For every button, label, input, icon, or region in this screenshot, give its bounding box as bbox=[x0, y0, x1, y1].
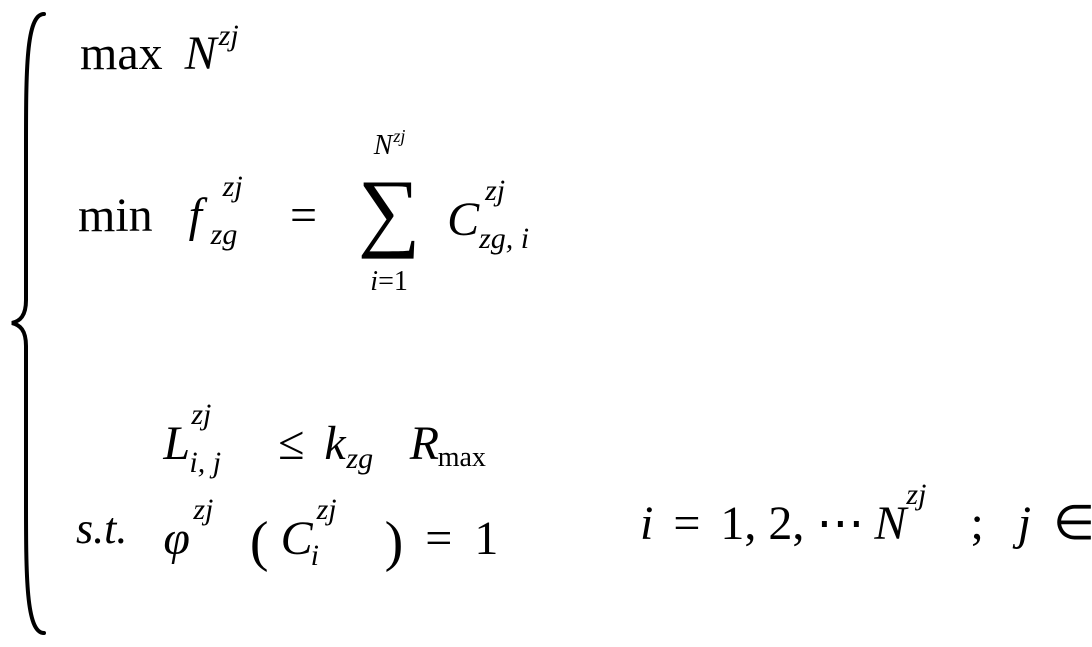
equation-page: max Nzj min f zj zg = Nzj ∑ i=1 bbox=[0, 0, 1092, 647]
sum-lower-i: i bbox=[370, 266, 378, 297]
op-min: min bbox=[78, 189, 153, 242]
f-sup: zj bbox=[223, 172, 243, 202]
summation: Nzj ∑ i=1 bbox=[349, 160, 429, 280]
constraints-block: s.t. L zj i, j ≤ k zg bbox=[76, 460, 517, 604]
sum-lower: i=1 bbox=[349, 268, 429, 296]
sum-lower-1: 1 bbox=[394, 266, 408, 297]
sym-N2: N bbox=[874, 497, 906, 550]
L-sup: zj bbox=[191, 400, 211, 430]
N2-sup: zj bbox=[906, 480, 926, 510]
index-conditions: i = 1, 2, ⋯ N zj ; j ∈ LP zj i bbox=[640, 500, 1092, 548]
sym-C: C bbox=[447, 193, 479, 246]
C-sub: zg, i bbox=[479, 224, 529, 254]
Ci-sup: zj bbox=[317, 495, 337, 525]
sym-Ci: C bbox=[281, 512, 313, 565]
objective-max: max Nzj bbox=[80, 30, 237, 78]
equals: = bbox=[290, 189, 317, 242]
sum-upper-N: N bbox=[374, 130, 393, 161]
idx-N: N zj bbox=[874, 500, 958, 548]
k-sub: zg bbox=[346, 444, 373, 474]
constraint-1: L zj i, j ≤ k zg R max bbox=[163, 420, 517, 492]
equals-2: = bbox=[425, 512, 452, 565]
idx-j: j bbox=[1018, 497, 1031, 550]
sym-L: L bbox=[163, 417, 190, 470]
leq: ≤ bbox=[278, 417, 304, 470]
L-sub: i, j bbox=[189, 448, 221, 478]
idx-semi: ; bbox=[970, 497, 983, 550]
sym-R: R bbox=[410, 417, 439, 470]
one: 1 bbox=[474, 512, 498, 565]
var-N: N bbox=[185, 27, 217, 80]
sum-upper: Nzj bbox=[349, 132, 429, 160]
idx-seq: 1, 2, bbox=[720, 497, 804, 550]
L-term: L zj i, j bbox=[163, 420, 258, 468]
C-term: C zj zg, i bbox=[447, 196, 571, 244]
constraints: L zj i, j ≤ k zg R max bbox=[163, 460, 517, 604]
left-brace bbox=[10, 10, 50, 637]
op-max: max bbox=[80, 27, 163, 80]
R-sub: max bbox=[438, 444, 486, 472]
objective-min: min f zj zg = Nzj ∑ i=1 C zj zg bbox=[78, 160, 571, 280]
close-paren: ) bbox=[385, 511, 404, 573]
idx-dots: ⋯ bbox=[816, 497, 862, 550]
phi-term: φ zj bbox=[163, 515, 238, 563]
R-term: R max bbox=[410, 420, 517, 468]
st-label: s.t. bbox=[76, 504, 127, 553]
phi-sup: zj bbox=[193, 495, 213, 525]
idx-in: ∈ bbox=[1053, 497, 1092, 550]
constraint-2: φ zj ( C zj i ) = 1 bbox=[163, 508, 517, 580]
sym-f: f bbox=[189, 189, 202, 242]
sum-upper-zj: zj bbox=[393, 126, 405, 146]
sup-zj: zj bbox=[219, 19, 239, 52]
idx-i: i bbox=[640, 497, 653, 550]
idx-eq: = bbox=[673, 497, 700, 550]
open-paren: ( bbox=[250, 511, 269, 573]
Ci-sub: i bbox=[311, 541, 319, 571]
C-sup: zj bbox=[485, 176, 505, 206]
f-term: f zj zg bbox=[189, 192, 268, 240]
sym-k: k bbox=[324, 417, 345, 470]
equation-lines: max Nzj min f zj zg = Nzj ∑ i=1 bbox=[60, 0, 1092, 647]
sum-lower-eq: = bbox=[378, 266, 394, 297]
k-term: k zg bbox=[324, 420, 397, 468]
Ci-term: C zj i bbox=[281, 515, 373, 563]
sym-phi: φ bbox=[163, 512, 190, 565]
f-sub: zg bbox=[211, 220, 238, 250]
sigma-glyph: ∑ bbox=[349, 168, 429, 256]
